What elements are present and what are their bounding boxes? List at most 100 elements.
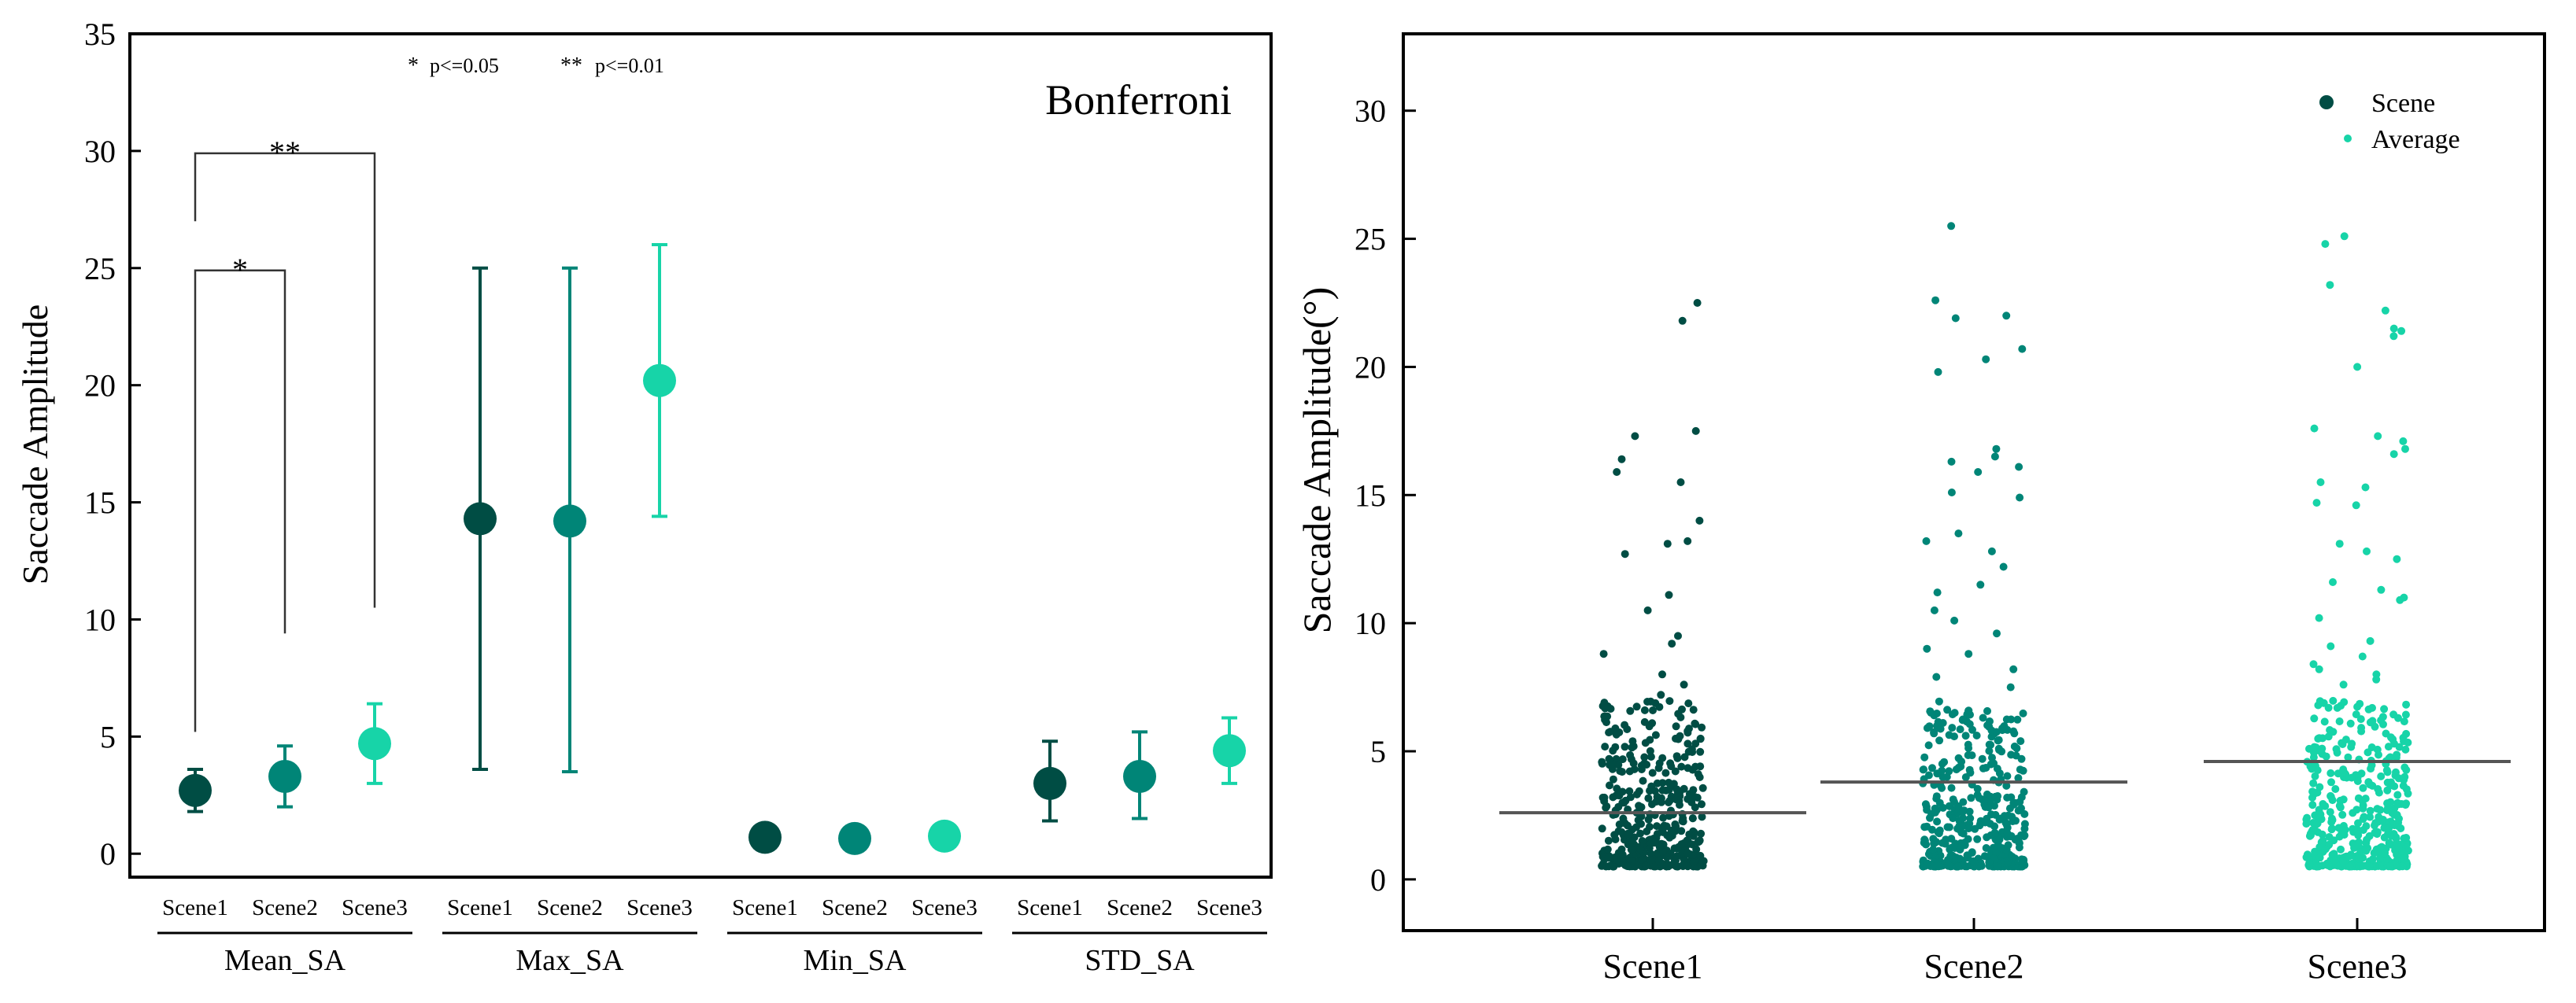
data-point [1933, 817, 1942, 826]
comparison-bracket [194, 152, 376, 608]
data-point [1658, 754, 1667, 762]
data-point [1964, 650, 1973, 658]
left-xtick-scene-label: Scene1 [1017, 895, 1083, 920]
data-point [2362, 846, 2371, 855]
data-point [2337, 702, 2345, 710]
data-point [1965, 720, 1974, 728]
group-label: Min_SA [804, 944, 907, 977]
mean-point [838, 821, 871, 855]
right-y-ticks: 0 5 10 15 20 25 30 [1355, 94, 1416, 898]
data-point [2018, 345, 2027, 353]
data-point [2347, 851, 2356, 860]
data-point [1626, 750, 1635, 759]
data-point [1651, 731, 1660, 739]
data-point [1957, 828, 1966, 837]
data-point [2353, 363, 2362, 371]
data-point [2020, 787, 2028, 796]
data-point [2339, 680, 2348, 689]
left-xtick-scene-label: Scene2 [252, 895, 318, 920]
left-ytick-label: 5 [100, 719, 116, 754]
data-point [1618, 755, 1627, 764]
data-point [1683, 739, 1692, 748]
left-x-axis-groups: Scene1 Scene2 Scene3 Mean_SA Scene1 Scene2 Sce… [157, 895, 1267, 977]
data-point [1957, 842, 1966, 850]
data-point [1623, 725, 1632, 733]
data-point [2011, 798, 2020, 807]
data-point [1935, 736, 1944, 745]
data-point [1951, 839, 1960, 848]
data-point [2016, 493, 2024, 502]
data-point [2394, 714, 2402, 722]
data-point [1993, 862, 2001, 871]
data-point [1923, 724, 1931, 732]
data-point [2352, 710, 2360, 719]
data-point [1624, 821, 1632, 830]
data-point [2329, 578, 2337, 586]
data-point [1932, 673, 1941, 681]
data-point [2018, 862, 2027, 871]
data-point [1666, 780, 1675, 789]
data-point [2396, 596, 2404, 604]
data-point [1631, 432, 1639, 441]
data-point [1683, 728, 1692, 737]
right-ytick-label: 5 [1370, 734, 1386, 769]
right-y-axis-label: Saccade Amplitude(°) [1295, 287, 1339, 634]
data-point [2312, 499, 2321, 507]
data-point [1628, 839, 1637, 847]
right-ytick-label: 0 [1370, 862, 1386, 898]
data-point [2017, 831, 2025, 839]
data-point [1640, 753, 1649, 761]
data-point [1677, 827, 1686, 835]
data-point [1993, 629, 2001, 638]
data-point [1924, 741, 1933, 750]
left-ytick-label: 25 [84, 251, 116, 286]
data-point [1935, 697, 1943, 706]
data-point [1967, 794, 1975, 802]
data-point [2366, 813, 2375, 821]
right-ytick-label: 30 [1355, 94, 1386, 129]
data-point [2376, 854, 2384, 862]
left-ytick-label: 15 [84, 485, 116, 521]
data-point [2397, 326, 2406, 335]
data-point [1954, 763, 1963, 772]
data-point [2358, 652, 2367, 661]
data-point [1694, 770, 1702, 779]
data-point [2393, 555, 2401, 563]
legend-scene-marker [2319, 95, 2334, 109]
data-point [2385, 839, 2393, 847]
data-point [1938, 803, 1947, 812]
data-point [2389, 450, 2398, 459]
left-xtick-scene-label: Scene1 [732, 895, 798, 920]
data-point [2361, 483, 2370, 492]
left-y-axis-label: Saccade Amplitude [15, 304, 55, 584]
mean-point [553, 504, 586, 538]
data-point [2013, 715, 2022, 724]
data-point [1992, 728, 2001, 736]
data-point [2399, 437, 2408, 445]
data-point [1609, 793, 1617, 802]
data-point [1617, 455, 1626, 463]
data-point [1609, 775, 1617, 784]
data-point [1995, 769, 2004, 777]
data-point [2014, 774, 2023, 782]
data-point [1980, 797, 1989, 806]
data-point [2380, 833, 2389, 842]
sig-legend-text2: p<=0.01 [595, 54, 664, 77]
data-point [2398, 862, 2407, 871]
data-point [2003, 824, 2012, 832]
data-point [1644, 815, 1653, 824]
data-point [1698, 813, 1706, 821]
data-point [2313, 820, 2322, 828]
data-point [1665, 798, 1672, 806]
data-point [2346, 719, 2355, 728]
data-point [1964, 706, 1972, 715]
data-point [2401, 710, 2410, 719]
data-point [1932, 792, 1941, 801]
data-point [1956, 725, 1964, 734]
data-point [1968, 751, 1976, 760]
data-point [2311, 772, 2319, 780]
left-plot-frame [128, 32, 1273, 879]
data-point [2310, 424, 2319, 433]
data-point [1982, 355, 1990, 363]
